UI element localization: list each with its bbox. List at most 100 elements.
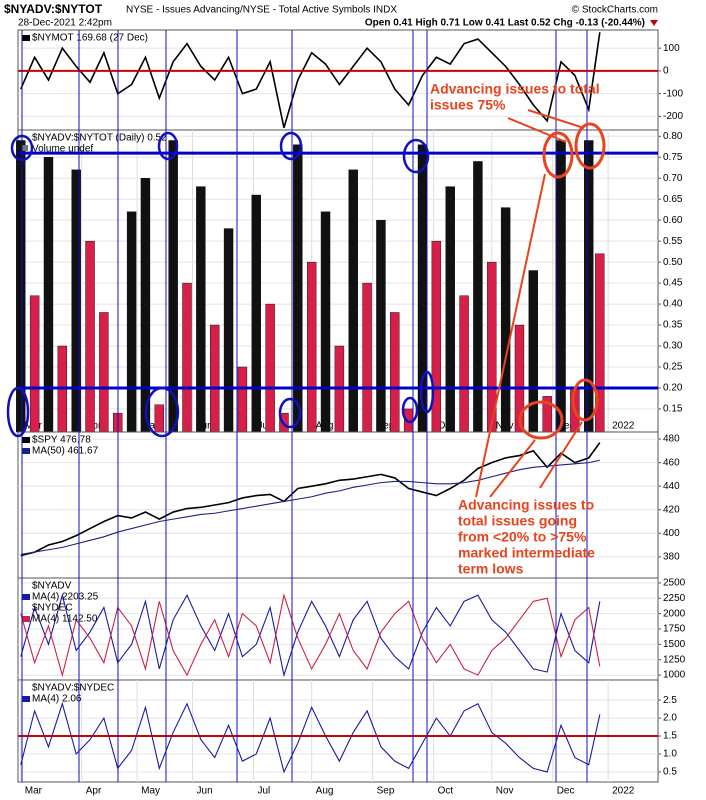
y-tick-label: 0.50 [663, 257, 683, 268]
y-tick-label: 2.0 [663, 713, 677, 724]
y-tick-label: 0.65 [663, 194, 683, 205]
x-tick-label: Aug [316, 786, 334, 797]
bar [99, 312, 109, 433]
y-tick-label: 1500 [663, 639, 686, 650]
legend-swatch [22, 594, 30, 600]
bar [265, 303, 275, 433]
bar [362, 282, 372, 433]
annotation: from <20% to >75% [458, 529, 587, 545]
y-tick-label: 420 [663, 504, 680, 515]
arrows [475, 109, 585, 498]
x-tick-label: Oct [438, 786, 454, 797]
y-tick-label: 0.20 [663, 383, 683, 394]
series-heading: $NYADV [32, 581, 72, 592]
legend-swatch [22, 696, 30, 702]
y-tick-label: 100 [663, 43, 680, 54]
x-tick-label: 2022 [612, 421, 635, 432]
legend-label: MA(4) 2203.25 [32, 592, 99, 603]
x-tick-label: Apr [86, 786, 102, 797]
x-tick-label: Jul [257, 786, 270, 797]
y-tick-label: 460 [663, 457, 680, 468]
panel [17, 679, 659, 783]
panel-heading: $NYADV:$NYDEC [32, 683, 114, 694]
x-tick-label: Oct [438, 421, 454, 432]
x-tick-label: Sep [377, 421, 395, 432]
series-heading: $NYDEC [32, 603, 73, 614]
bar [140, 178, 151, 433]
y-tick-label: 1.0 [663, 749, 677, 760]
legend-swatch [22, 437, 30, 443]
bar [306, 261, 317, 433]
volume-label: Volume undef [32, 144, 93, 155]
y-tick-label: 400 [663, 528, 680, 539]
y-tick-label: 1250 [663, 654, 686, 665]
bar [459, 295, 469, 433]
x-tick-label: Jun [197, 786, 213, 797]
x-tick-label: Nov [496, 786, 514, 797]
bar [126, 211, 137, 433]
y-tick-label: 0.35 [663, 320, 683, 331]
legend-swatch [22, 448, 30, 454]
panel [17, 431, 659, 579]
bar [251, 194, 261, 433]
y-tick-label: 0.45 [663, 278, 683, 289]
y-tick-label: -200 [663, 111, 683, 122]
annotation: issues 75% [430, 97, 506, 113]
bar [528, 270, 539, 433]
bar [320, 211, 331, 433]
subtitle: NYSE - Issues Advancing/NYSE - Total Act… [126, 5, 397, 16]
bar [445, 186, 455, 433]
bar [500, 207, 511, 433]
legend-label: $SPY 476.78 [32, 435, 91, 446]
volume-icon [22, 145, 28, 151]
y-tick-label: 0.80 [663, 131, 683, 142]
y-tick-label: 0.40 [663, 299, 683, 310]
x-tick-label: Mar [25, 786, 43, 797]
y-tick-label: 0.15 [663, 404, 683, 415]
blue-circles [6, 131, 435, 438]
x-tick-label: Jul [257, 421, 270, 432]
y-tick-label: 0.75 [663, 152, 683, 163]
bar [210, 324, 220, 433]
red-circles [518, 122, 606, 440]
bar [390, 312, 400, 433]
y-tick-label: 0.70 [663, 173, 683, 184]
y-tick-label: 0 [663, 66, 669, 77]
y-tick-label: -100 [663, 88, 683, 99]
bar [196, 186, 206, 433]
bar [154, 404, 164, 433]
y-tick-label: 0.30 [663, 341, 683, 352]
legend-label: MA(4) 2.06 [32, 694, 82, 705]
source: © StockCharts.com [572, 5, 658, 16]
vertical-markers [21, 30, 588, 782]
y-tick-label: 0.60 [663, 215, 683, 226]
y-tick-label: 1000 [663, 670, 686, 681]
legend-label: MA(50) 461.67 [32, 446, 99, 457]
date: 28-Dec-2021 2:42pm [18, 18, 112, 29]
y-tick-label: 1750 [663, 624, 686, 635]
bar [43, 157, 54, 433]
bar [223, 228, 234, 433]
bar [348, 169, 358, 433]
bar [85, 240, 95, 433]
legend-label: MA(4) 1142.50 [32, 614, 98, 625]
panel-label: $NYADV:$NYTOT (Daily) 0.52 [32, 133, 167, 144]
y-tick-label: 440 [663, 481, 680, 492]
panel [17, 29, 659, 131]
annotation: Advancing issues to [458, 497, 594, 513]
y-tick-label: 0.55 [663, 236, 683, 247]
y-tick-label: 480 [663, 434, 680, 445]
down-arrow [650, 20, 658, 26]
x-tick-label: 2022 [612, 786, 635, 797]
legend-swatch [22, 616, 30, 622]
x-tick-label: May [141, 421, 160, 432]
bar [376, 219, 386, 433]
quote: Open 0.41 High 0.71 Low 0.41 Last 0.52 C… [365, 18, 645, 29]
bar [473, 161, 483, 433]
bar [182, 282, 192, 433]
x-tick-label: Sep [377, 786, 395, 797]
symbol: $NYADV:$NYTOT [4, 2, 103, 16]
y-tick-label: 2.5 [663, 695, 677, 706]
x-tick-label: Dec [557, 786, 575, 797]
